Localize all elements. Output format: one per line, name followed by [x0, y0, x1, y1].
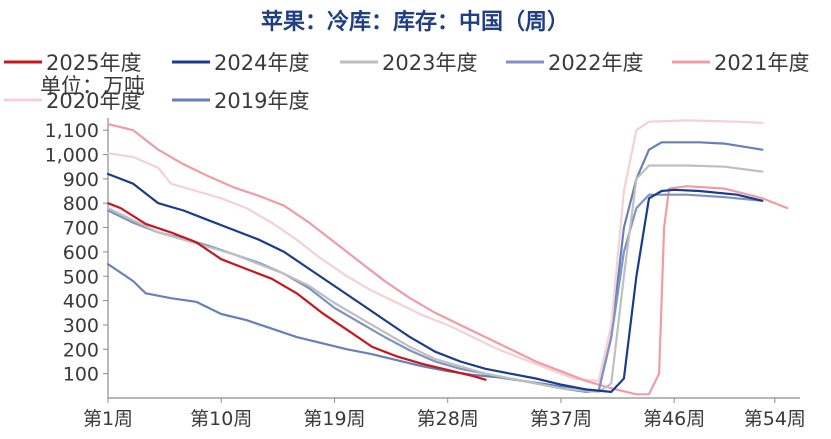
- y-tick-label: 500: [63, 266, 99, 288]
- x-tick-label: 第37周: [530, 408, 592, 430]
- x-axis: 第1周 第10周 第19周 第28周 第37周 第46周 第54周: [83, 398, 806, 430]
- y-tick-label: 700: [63, 218, 99, 240]
- y-tick-label: 300: [63, 315, 99, 337]
- series-line-2023年度: [106, 164, 764, 393]
- x-tick-label: 第1周: [83, 408, 133, 430]
- y-tick-label: 400: [63, 291, 99, 313]
- series-line-2020年度: [106, 119, 764, 383]
- legend-label: 2019年度: [214, 89, 309, 113]
- x-tick-label: 第46周: [643, 408, 705, 430]
- series-lines: [106, 119, 789, 396]
- chart-title: 苹果：冷库：库存：中国（周）: [261, 9, 569, 35]
- x-tick-label: 第19周: [303, 408, 365, 430]
- legend-label: 2020年度: [46, 89, 141, 113]
- y-tick-label: 200: [63, 339, 99, 361]
- legend-label: 2023年度: [382, 51, 477, 75]
- y-tick-label: 100: [63, 364, 99, 386]
- y-tick-label: 1,000: [45, 145, 99, 167]
- legend-label: 2021年度: [714, 51, 809, 75]
- y-tick-label: 1,100: [45, 120, 99, 142]
- x-tick-label: 第28周: [417, 408, 479, 430]
- x-tick-label: 第10周: [190, 408, 252, 430]
- chart-legend: 2025年度 2024年度 2023年度 2022年度 2021年度 2020年度 2019…: [4, 51, 809, 113]
- x-tick-label: 第54周: [744, 408, 806, 430]
- legend-label: 2024年度: [214, 51, 309, 75]
- y-tick-label: 900: [63, 169, 99, 191]
- legend-label: 2022年度: [548, 51, 643, 75]
- series-line-2019年度: [106, 141, 764, 392]
- unit-label: 单位：万吨: [40, 74, 145, 98]
- series-line-2024年度: [106, 172, 764, 393]
- series-line-2025年度: [106, 202, 487, 381]
- plot-area: [107, 118, 800, 399]
- series-line-2021年度: [106, 123, 789, 396]
- y-tick-label: 600: [63, 242, 99, 264]
- y-tick-label: 800: [63, 193, 99, 215]
- legend-label: 2025年度: [46, 51, 141, 75]
